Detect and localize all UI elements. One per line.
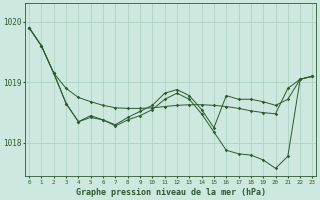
X-axis label: Graphe pression niveau de la mer (hPa): Graphe pression niveau de la mer (hPa)	[76, 188, 266, 197]
